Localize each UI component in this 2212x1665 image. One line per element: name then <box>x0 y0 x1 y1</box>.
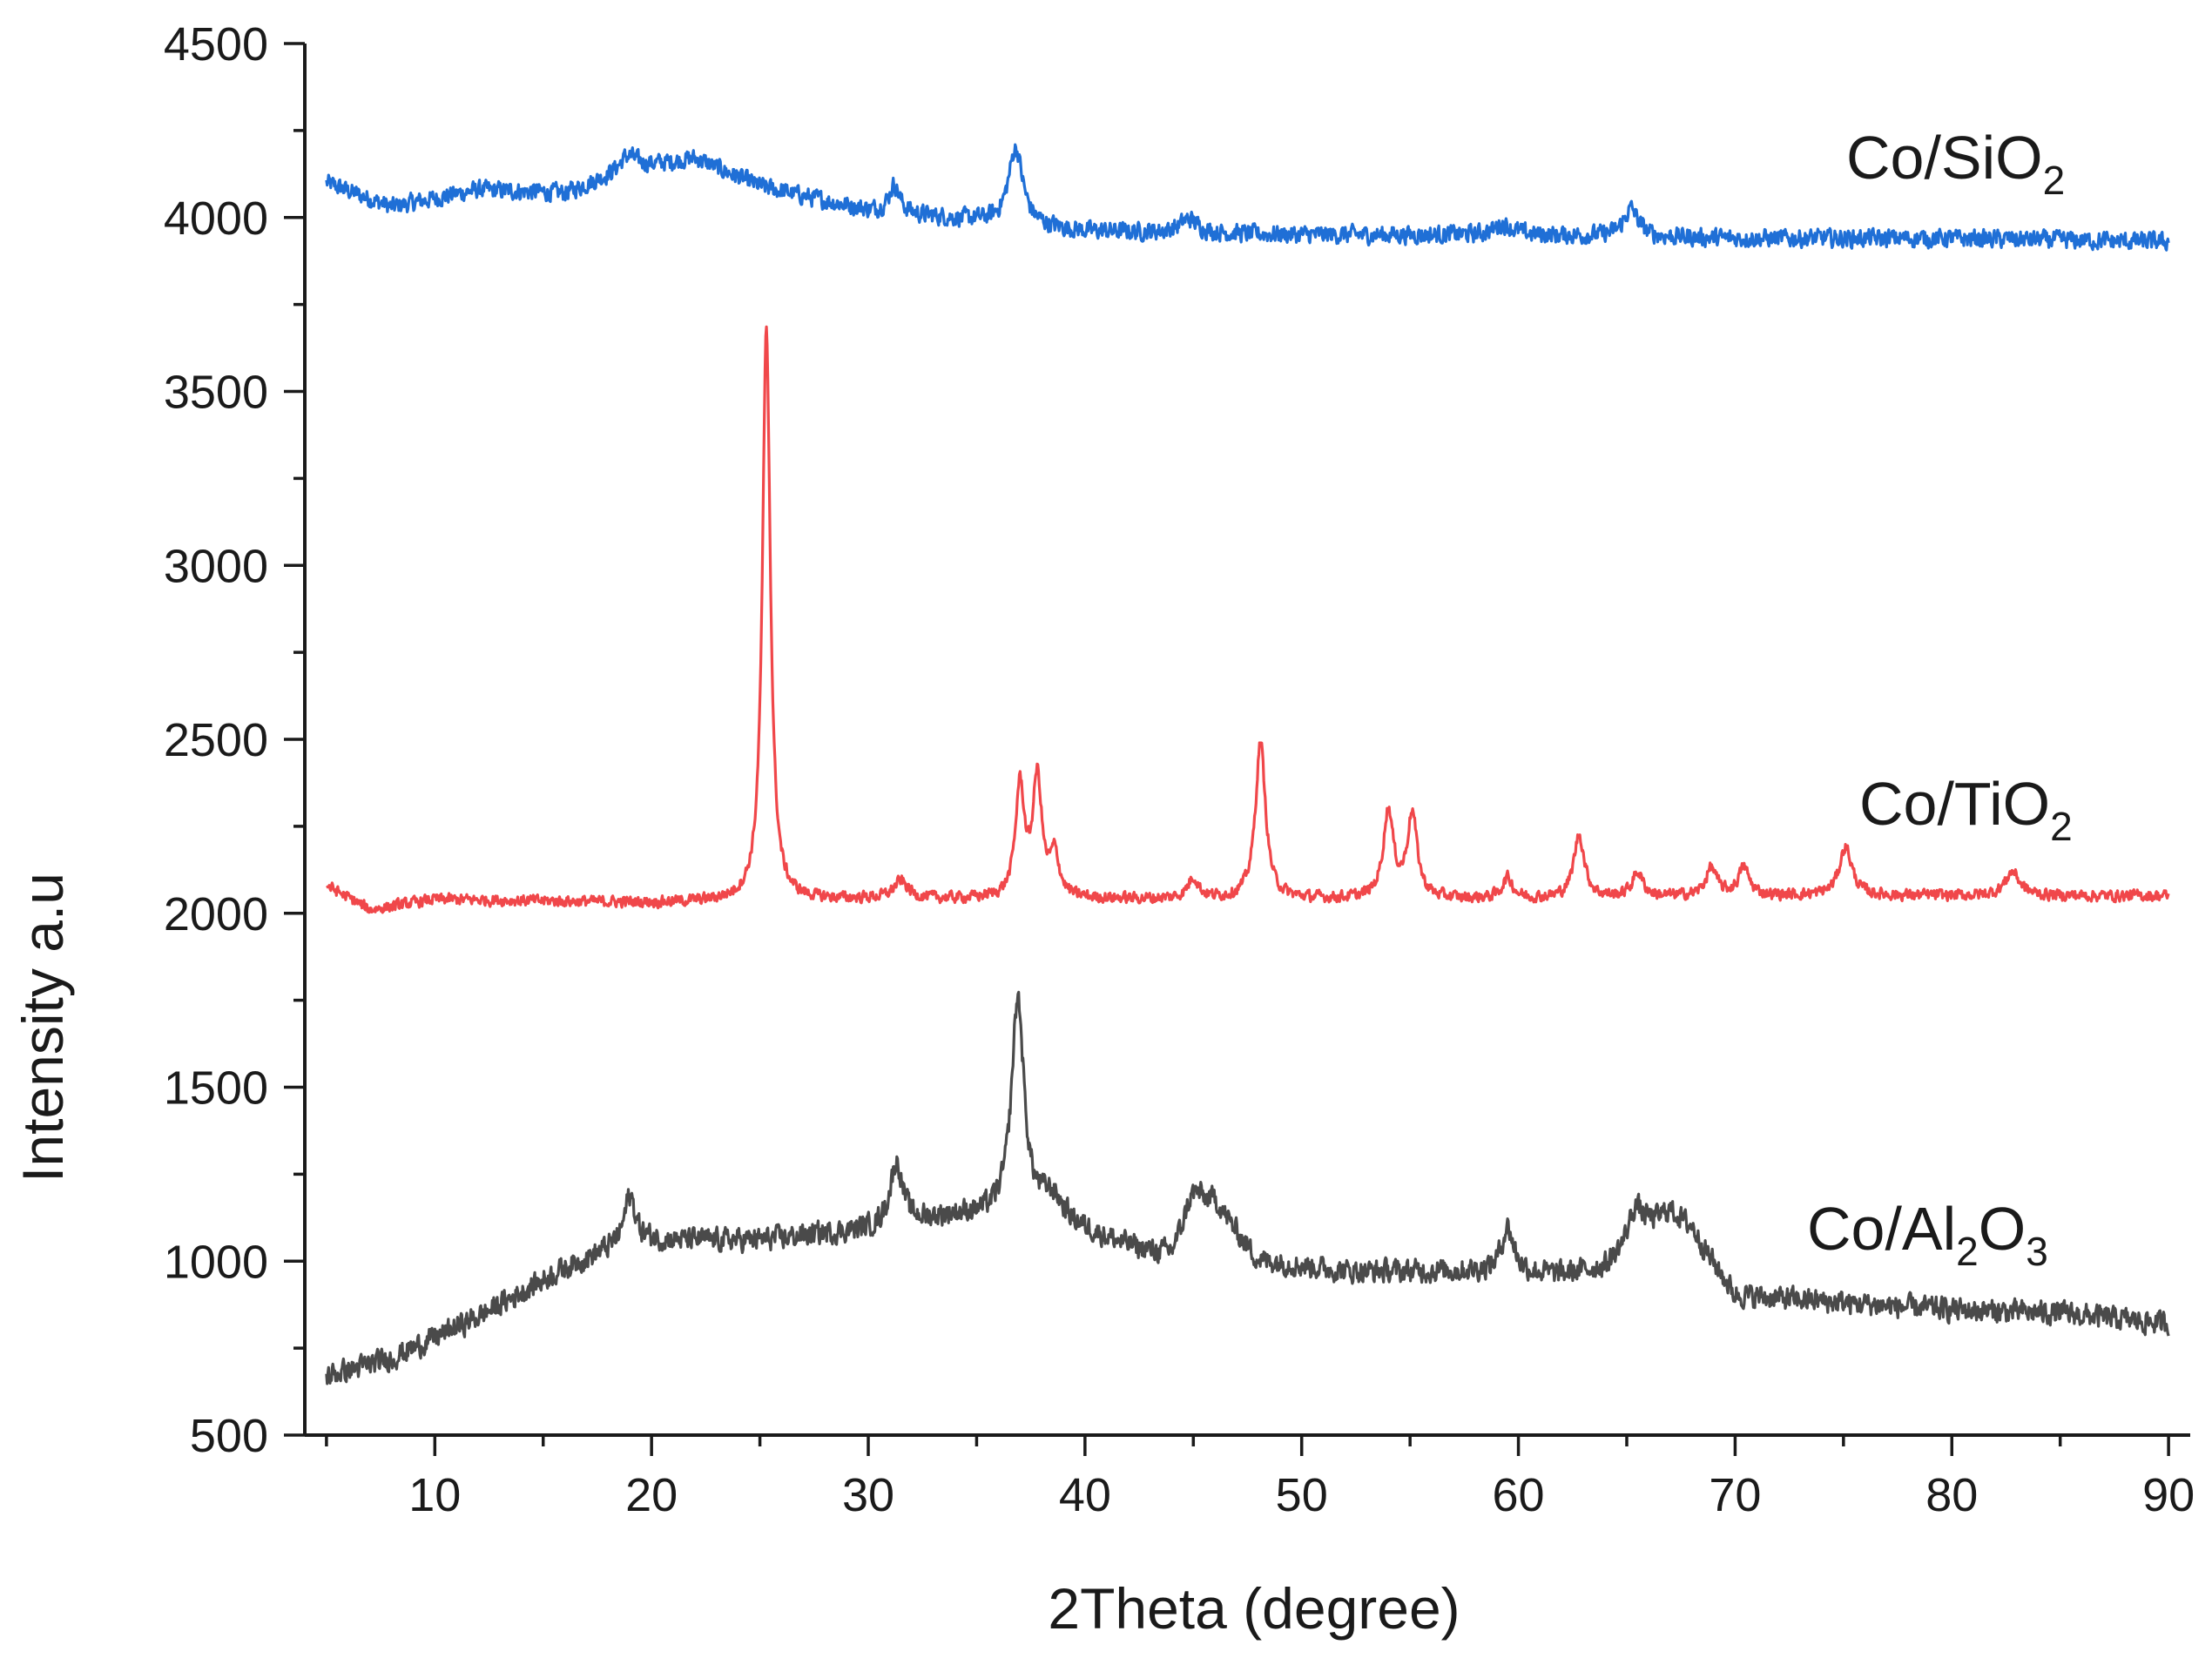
y-tick-label: 2000 <box>164 888 268 940</box>
series-label-co-tio2: Co/TiO2 <box>1859 770 2073 849</box>
axes-layer: 10 20 30 40 50 60 70 80 90 500 1000 1500 2000 2500 300… <box>164 18 2195 1521</box>
series-line-co-sio2 <box>325 143 2170 252</box>
y-tick-label: 500 <box>190 1410 268 1462</box>
x-tick-label: 10 <box>408 1469 461 1521</box>
y-tick-label: 3500 <box>164 367 268 419</box>
series-layer <box>325 143 2170 1385</box>
x-tick-label: 70 <box>1709 1469 1761 1521</box>
series-label-co-sio2: Co/SiO2 <box>1846 124 2065 203</box>
x-tick-label: 60 <box>1493 1469 1545 1521</box>
x-tick-label: 20 <box>625 1469 678 1521</box>
x-tick-label: 80 <box>1925 1469 1978 1521</box>
y-tick-label: 4000 <box>164 192 268 245</box>
x-tick-label: 30 <box>842 1469 894 1521</box>
x-tick-label: 90 <box>2142 1469 2195 1521</box>
x-tick-label: 40 <box>1059 1469 1111 1521</box>
series-line-co-tio2 <box>326 325 2170 914</box>
y-tick-label: 4500 <box>164 18 268 71</box>
x-tick-label: 50 <box>1276 1469 1328 1521</box>
y-axis-title: Intensity a.u <box>10 873 75 1183</box>
y-tick-label: 2500 <box>164 714 268 766</box>
y-tick-label: 1500 <box>164 1062 268 1115</box>
y-tick-label: 3000 <box>164 540 268 592</box>
y-tick-label: 1000 <box>164 1236 268 1288</box>
x-axis-title: 2Theta (degree) <box>1048 1576 1460 1641</box>
series-label-co-al2o3: Co/Al2O3 <box>1807 1195 2048 1274</box>
series-line-co-al2o3 <box>325 990 2170 1385</box>
